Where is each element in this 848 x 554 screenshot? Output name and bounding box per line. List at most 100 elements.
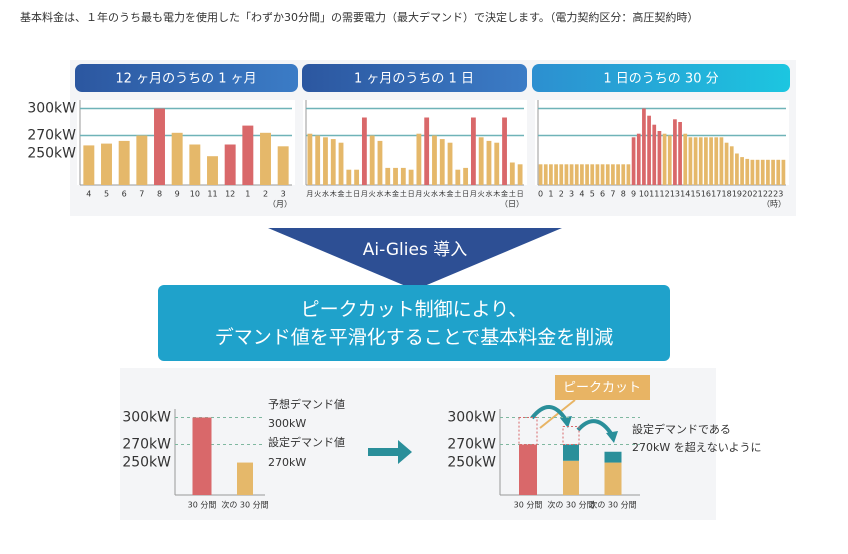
bar: [207, 156, 218, 185]
annotation: 設定デマンドである: [632, 422, 731, 436]
bar: [432, 135, 437, 185]
bar: [683, 133, 688, 185]
x-tick-label: 15: [690, 190, 700, 199]
x-tick-label: 0: [538, 190, 543, 199]
x-tick-label: 金: [447, 189, 454, 198]
bar: [600, 164, 605, 185]
x-tick-label: 月: [415, 190, 422, 198]
bar: [755, 159, 760, 185]
panel-title: 1 日のうちの 30 分: [603, 72, 718, 87]
bar: [470, 117, 476, 185]
bar: [330, 139, 336, 185]
bar: [678, 122, 682, 185]
bar: [605, 164, 610, 185]
bar: [189, 144, 201, 185]
bar: [704, 137, 708, 185]
x-tick-label: 21: [752, 190, 762, 199]
bar: [554, 164, 558, 185]
annotation: 予想デマンド値: [268, 397, 345, 411]
bar: [393, 167, 398, 185]
bar-segment: [604, 462, 622, 495]
bar: [714, 137, 719, 185]
x-tick-label: 次の 30 分間: [547, 500, 594, 510]
x-tick-label: 6: [600, 190, 605, 199]
bar: [369, 135, 375, 185]
bar: [354, 169, 360, 185]
annotation: 設定デマンド値: [268, 435, 345, 449]
x-tick-label: 4: [579, 190, 584, 199]
bar: [662, 133, 667, 185]
shift-arrow-head: [560, 416, 572, 428]
x-tick-label: 木: [439, 189, 446, 198]
message-box: [158, 285, 670, 361]
bar: [237, 462, 253, 495]
bar: [83, 145, 95, 185]
bar: [564, 164, 569, 185]
shift-arrow: [576, 419, 614, 437]
x-tick-label: 次の 30 分間: [589, 500, 636, 510]
x-tick-label: 次の 30 分間: [221, 500, 268, 510]
x-tick-label: 4: [86, 190, 91, 199]
bar: [740, 157, 744, 185]
bar: [361, 117, 367, 185]
bar: [667, 135, 672, 185]
note: 基本料金は、１年のうち最も電力を使用した「わずか30分間」の需要電力（最大デマン…: [20, 10, 698, 24]
x-unit: （時）: [762, 200, 786, 209]
x-tick-label: 金: [338, 189, 345, 198]
x-tick-label: 水: [322, 189, 329, 198]
bar: [486, 140, 492, 185]
y-tick-label: 250kW: [27, 146, 76, 162]
bar: [192, 417, 212, 495]
banner-triangle: [268, 228, 562, 290]
x-tick-label: 9: [631, 190, 636, 199]
bar: [616, 164, 620, 185]
bar: [647, 115, 651, 185]
bar: [719, 137, 724, 185]
bar-segment: [562, 426, 580, 446]
bar-segment: [563, 444, 579, 461]
panel-title: 12 ヶ月のうちの 1 ヶ月: [115, 72, 256, 87]
x-tick-label: 1: [245, 190, 250, 199]
x-tick-label: 7: [139, 190, 144, 199]
annotation: 270kW: [268, 456, 306, 469]
annotation: 270kW を超えないように: [632, 440, 762, 454]
bar: [569, 164, 574, 185]
x-tick-label: 月: [470, 190, 477, 198]
y-tick-label: 300kW: [27, 101, 76, 117]
x-tick-label: 土: [454, 189, 461, 198]
bar: [673, 119, 677, 185]
bar: [136, 135, 148, 185]
bar: [585, 164, 589, 185]
x-tick-label: 火: [369, 190, 376, 198]
bar: [750, 159, 755, 185]
plot-area: [77, 100, 295, 185]
x-tick-label: 23: [773, 190, 783, 199]
bar: [698, 137, 703, 185]
x-tick-label: 8: [157, 190, 162, 199]
x-tick-label: 金: [501, 189, 508, 198]
x-tick-label: 水: [431, 189, 438, 198]
bar: [118, 140, 130, 185]
shift-arrow-head: [606, 431, 618, 443]
bar: [408, 169, 414, 185]
bar: [693, 137, 698, 185]
bar-segment: [604, 451, 622, 463]
x-unit: （日）: [500, 200, 524, 209]
plot-area: [303, 100, 527, 185]
x-tick-label: 火: [478, 190, 485, 198]
bar: [502, 117, 507, 185]
x-unit: （月）: [268, 200, 292, 209]
bar: [776, 159, 781, 185]
x-tick-label: 5: [104, 190, 109, 199]
bar: [631, 137, 636, 185]
x-tick-label: 13: [670, 190, 680, 199]
x-tick-label: 5: [590, 190, 595, 199]
bar: [611, 164, 615, 185]
bar: [455, 169, 461, 185]
x-tick-label: 17: [711, 190, 721, 199]
bar: [745, 158, 750, 185]
bar: [724, 142, 729, 185]
x-tick-label: 土: [509, 189, 516, 198]
x-tick-label: 8: [621, 190, 626, 199]
